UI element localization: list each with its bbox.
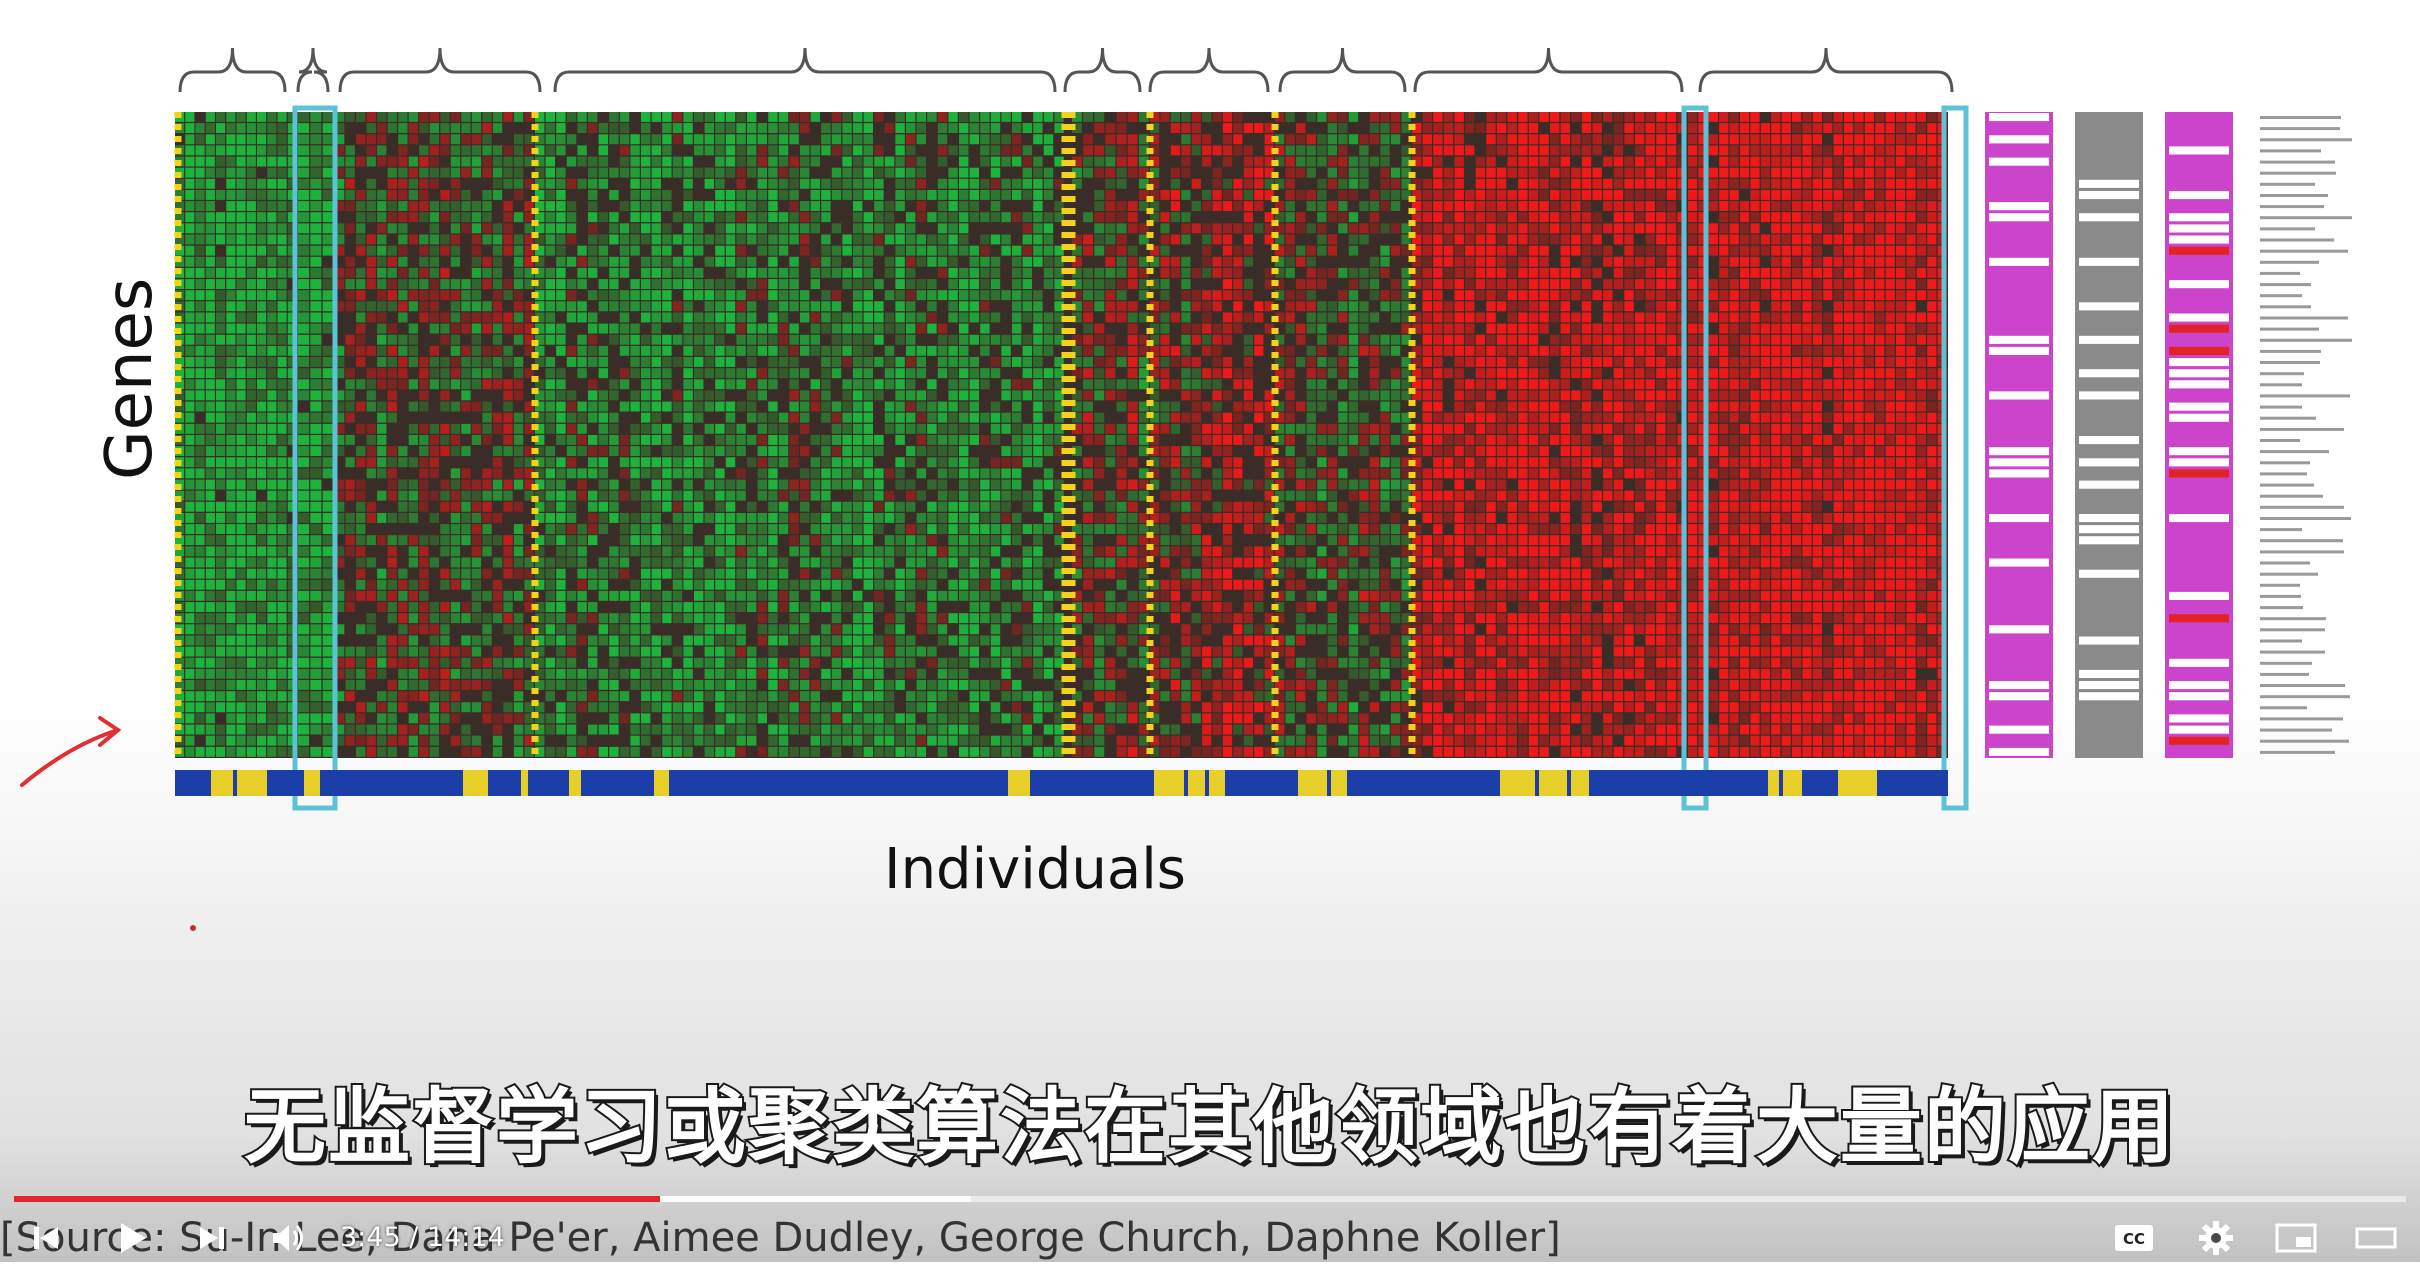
cluster-brace-6 xyxy=(1280,48,1405,92)
annotation-column-2 xyxy=(2075,112,2143,758)
miniplayer-icon xyxy=(2274,1220,2318,1256)
time-separator: / xyxy=(409,1222,418,1253)
captions-button[interactable]: CC xyxy=(2108,1214,2160,1262)
progress-played xyxy=(14,1196,660,1202)
cluster-brace-5 xyxy=(1150,48,1268,92)
cluster-brace-7 xyxy=(1415,48,1682,92)
cluster-brace-4 xyxy=(1065,48,1140,92)
subtitle-caption: 无监督学习或聚类算法在其他领域也有着大量的应用 xyxy=(200,1068,2220,1188)
y-axis-label: Genes xyxy=(95,300,165,480)
red-dot xyxy=(190,925,196,931)
skip-next-button[interactable] xyxy=(186,1214,238,1262)
settings-button[interactable] xyxy=(2190,1214,2242,1262)
current-time: 3:45 xyxy=(340,1222,401,1253)
cluster-brace-1 xyxy=(298,48,328,92)
skip-next-icon xyxy=(194,1220,230,1256)
cluster-brace-8 xyxy=(1700,48,1952,92)
cluster-brace-0 xyxy=(180,48,285,92)
annotation-bar xyxy=(175,770,1948,796)
play-button[interactable] xyxy=(106,1214,158,1262)
x-axis-label: Individuals xyxy=(870,835,1200,905)
duration: 14:14 xyxy=(427,1222,505,1253)
cluster-brace-3 xyxy=(555,48,1055,92)
skip-previous-icon xyxy=(28,1220,64,1256)
volume-icon xyxy=(268,1218,308,1258)
skip-previous-button[interactable] xyxy=(20,1214,72,1262)
progress-bar[interactable] xyxy=(14,1196,2406,1202)
cluster-brace-2 xyxy=(340,48,540,92)
miniplayer-button[interactable] xyxy=(2270,1214,2322,1262)
time-display: 3:45 / 14:14 xyxy=(340,1218,505,1258)
volume-button[interactable] xyxy=(262,1214,314,1262)
theater-mode-icon xyxy=(2354,1220,2398,1256)
theater-mode-button[interactable] xyxy=(2350,1214,2402,1262)
red-arrow xyxy=(22,730,118,785)
settings-icon xyxy=(2196,1218,2236,1258)
captions-icon: CC xyxy=(2113,1220,2155,1256)
play-icon xyxy=(112,1218,152,1258)
